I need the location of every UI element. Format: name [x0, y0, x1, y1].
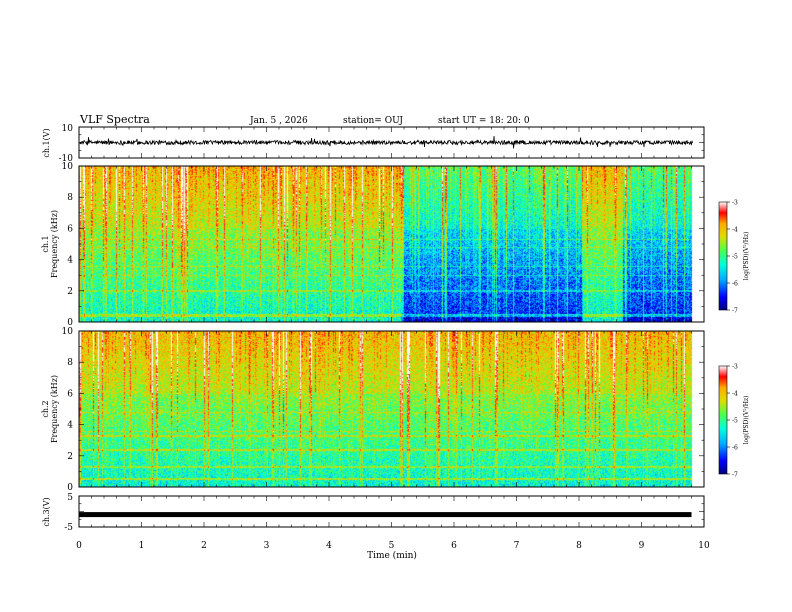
- x-tick-label: 4: [326, 541, 332, 551]
- y-tick-label: 10: [62, 327, 74, 337]
- ch3-ytick-bottom: -5: [64, 523, 73, 533]
- y-tick-label: 2: [67, 287, 73, 297]
- ch1-spectrogram-ylabel-frequency: Frequency (kHz): [50, 210, 59, 278]
- ch2-colorbar-gradient: [718, 365, 728, 475]
- ch1-spectrogram-panel: 0 2 4 6 8 10 ch.1 Frequency (kHz): [41, 162, 705, 328]
- start-time-label: start UT = 18: 20: 0: [438, 116, 530, 126]
- ch1-ytick-top: 10: [62, 124, 74, 134]
- colorbar-tick-label: -7: [732, 308, 738, 315]
- x-tick-label: 9: [639, 541, 645, 551]
- colorbar-tick-label: -6: [732, 445, 738, 452]
- ch1-colorbar: -3 -4 -5 -6 -7 log(PSD)(V²/Hz): [718, 200, 750, 315]
- ch2-colorbar-ticks: -3 -4 -5 -6 -7: [727, 364, 738, 479]
- ch3-ytick-top: 5: [67, 493, 73, 503]
- date-label: Jan. 5 , 2026: [249, 116, 308, 126]
- colorbar-tick-label: -7: [732, 472, 738, 479]
- x-axis-tick-labels: 0 1 2 3 4 5 6 7 8 9 10: [76, 541, 710, 551]
- ch2-spectrogram-ylabel-frequency: Frequency (kHz): [50, 375, 59, 443]
- ch2-spectrogram-ylabel-channel: ch.2: [41, 400, 50, 417]
- ch1-waveform-panel: 10 -10 ch.1(V): [42, 124, 705, 164]
- ch1-spectrogram-ylabel-channel: ch.1: [41, 235, 50, 252]
- ch3-waveform-trace: [79, 512, 692, 518]
- y-tick-label: 2: [67, 452, 73, 462]
- x-tick-label: 10: [698, 541, 710, 551]
- ch3-waveform-ticks: [78, 495, 705, 528]
- colorbar-tick-label: -3: [732, 200, 738, 207]
- y-tick-label: 0: [67, 483, 73, 493]
- ch3-waveform-ylabel: ch.3(V): [42, 497, 51, 526]
- ch1-colorbar-ticks: -3 -4 -5 -6 -7: [727, 200, 738, 315]
- x-tick-label: 5: [389, 541, 395, 551]
- ch1-waveform-trace: [79, 135, 693, 149]
- ch2-spectrogram-image: [79, 331, 704, 487]
- y-tick-label: 4: [67, 421, 73, 431]
- x-axis-label: Time (min): [367, 550, 417, 561]
- ch2-spectrogram-ytick-labels: 0 2 4 6 8 10: [62, 327, 74, 493]
- y-tick-label: 6: [67, 389, 73, 399]
- colorbar-tick-label: -4: [732, 227, 738, 234]
- ch1-waveform-ylabel: ch.1(V): [42, 128, 51, 157]
- ch2-spectrogram-ticks: [78, 330, 705, 488]
- colorbar-tick-label: -4: [732, 391, 738, 398]
- ch1-ytick-bottom: -10: [59, 154, 74, 164]
- y-tick-label: 8: [67, 193, 73, 203]
- ch1-spectrogram-ytick-labels: 0 2 4 6 8 10: [62, 162, 74, 328]
- colorbar-tick-label: -5: [732, 418, 738, 425]
- colorbar-tick-label: -3: [732, 364, 738, 371]
- y-tick-label: 6: [67, 224, 73, 234]
- y-tick-label: 0: [67, 318, 73, 328]
- x-tick-label: 8: [576, 541, 582, 551]
- ch1-spectrogram-image: [79, 166, 704, 322]
- ch2-colorbar-label: log(PSD)(V²/Hz): [743, 396, 750, 445]
- y-tick-label: 10: [62, 162, 74, 172]
- ch3-waveform-panel: 5 -5 ch.3(V): [42, 493, 705, 533]
- ch1-waveform-ticks: [78, 126, 705, 159]
- x-tick-label: 7: [514, 541, 520, 551]
- x-tick-label: 0: [76, 541, 82, 551]
- figure-title: VLF Spectra: [79, 113, 150, 126]
- ch2-spectrogram-panel: 0 2 4 6 8 10 ch.2 Frequency (kHz): [41, 327, 705, 493]
- x-tick-label: 3: [264, 541, 270, 551]
- ch1-colorbar-gradient: [718, 201, 728, 311]
- colorbar-tick-label: -6: [732, 281, 738, 288]
- y-tick-label: 8: [67, 358, 73, 368]
- x-tick-label: 1: [139, 541, 145, 551]
- ch1-colorbar-label: log(PSD)(V²/Hz): [743, 232, 750, 281]
- colorbar-tick-label: -5: [732, 254, 738, 261]
- ch2-colorbar: -3 -4 -5 -6 -7 log(PSD)(V²/Hz): [718, 364, 750, 479]
- x-tick-label: 6: [451, 541, 457, 551]
- x-tick-label: 2: [201, 541, 207, 551]
- station-label: station= OUJ: [343, 116, 403, 126]
- ch1-spectrogram-ticks: [78, 165, 705, 323]
- y-tick-label: 4: [67, 256, 73, 266]
